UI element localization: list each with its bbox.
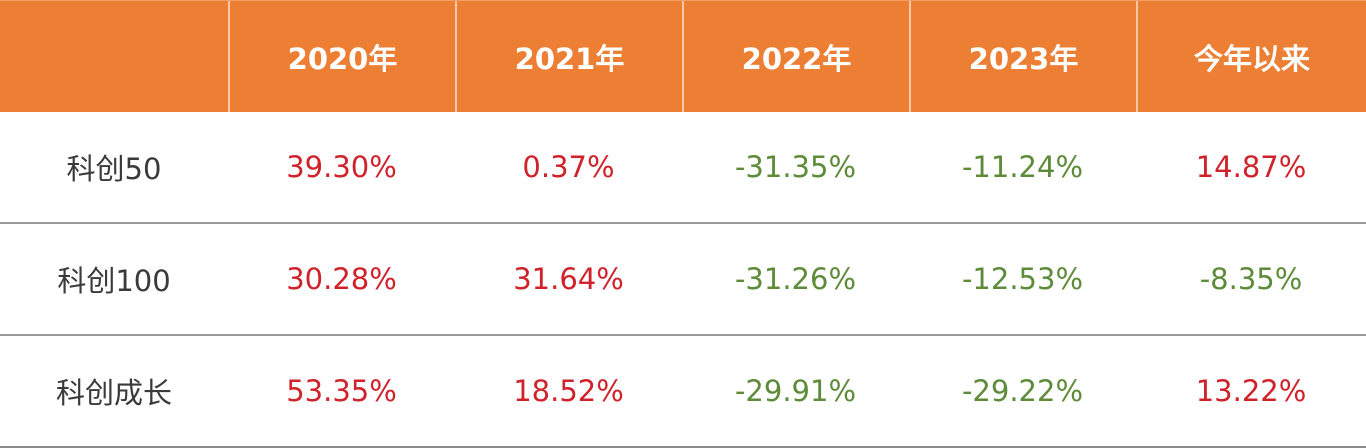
table-cell: 31.64% xyxy=(513,262,624,296)
table-cell: 53.35% xyxy=(286,374,397,408)
table-cell: 30.28% xyxy=(286,262,397,296)
table-cell: -31.35% xyxy=(734,150,857,184)
table-cell: -12.53% xyxy=(961,262,1084,296)
header-cell-2022: 2022年 xyxy=(682,1,909,112)
header-cell-empty xyxy=(0,1,228,112)
table-cell: 0.37% xyxy=(522,150,615,184)
table-cell: -31.26% xyxy=(734,262,857,296)
table-cell: -29.91% xyxy=(734,374,857,408)
header-cell-2021: 2021年 xyxy=(455,1,682,112)
table-cell: -11.24% xyxy=(961,150,1084,184)
table-cell: 39.30% xyxy=(286,150,397,184)
table-cell: 18.52% xyxy=(513,374,624,408)
table-cell: -8.35% xyxy=(1199,262,1303,296)
header-cell-ytd: 今年以来 xyxy=(1136,1,1366,112)
row-label: 科创成长 xyxy=(55,376,172,410)
row-label: 科创50 xyxy=(66,152,162,186)
row-label: 科创100 xyxy=(57,264,171,298)
table-cell: 13.22% xyxy=(1195,374,1307,408)
table-cell: 14.87% xyxy=(1195,150,1307,184)
table-cell: -29.22% xyxy=(961,374,1084,408)
table-row: 科创成长 53.35% 18.52% -29.91% -29.22% 13.22… xyxy=(0,336,1366,448)
table-header-row: 2020年 2021年 2022年 2023年 今年以来 xyxy=(0,0,1366,112)
header-cell-2023: 2023年 xyxy=(909,1,1136,112)
table-row: 科创100 30.28% 31.64% -31.26% -12.53% -8.3… xyxy=(0,224,1366,336)
table-row: 科创50 39.30% 0.37% -31.35% -11.24% 14.87% xyxy=(0,112,1366,224)
header-cell-2020: 2020年 xyxy=(228,1,455,112)
